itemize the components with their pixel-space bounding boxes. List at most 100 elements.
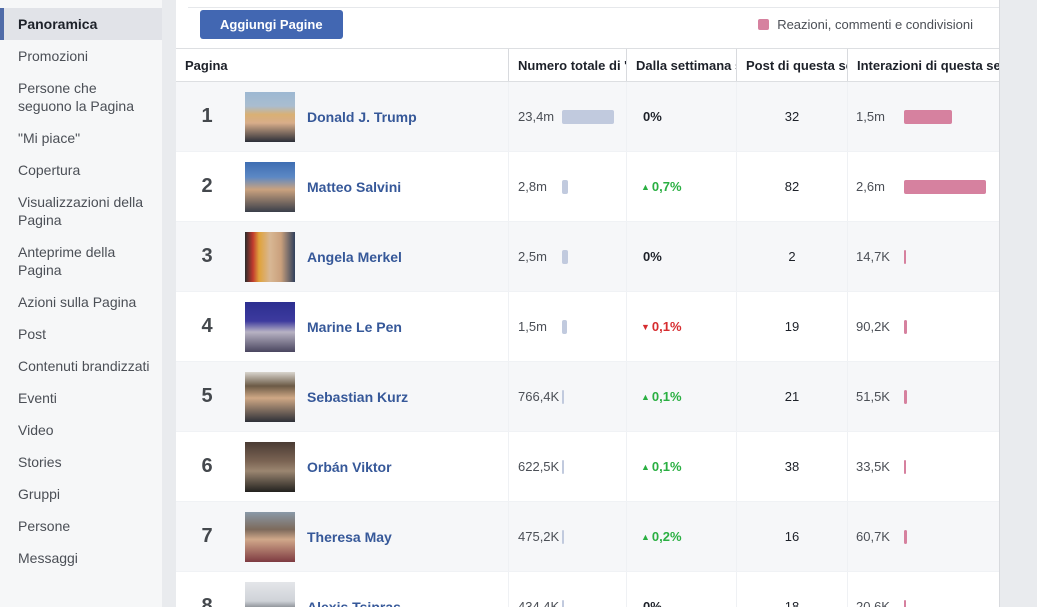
page-avatar[interactable] — [245, 161, 295, 212]
table-row: 8 Alexis Tsipras 434,4K 0% 18 20,6K — [176, 572, 999, 607]
interactions-bar — [904, 249, 906, 264]
change-percent: ▲ 0,2% — [641, 529, 682, 544]
likes-value: 475,2K — [518, 529, 560, 544]
interactions-value: 2,6m — [856, 179, 885, 194]
posts-cell: 18 — [736, 572, 847, 607]
change-percent: ▲ 0,1% — [641, 389, 682, 404]
likes-value: 622,5K — [518, 459, 560, 474]
sidebar-item-azioni-sulla-pagina[interactable]: Azioni sulla Pagina — [0, 286, 162, 318]
page-name-link[interactable]: Theresa May — [307, 528, 392, 545]
sidebar-item-panoramica[interactable]: Panoramica — [0, 8, 162, 40]
page-avatar[interactable] — [245, 91, 295, 142]
page-cell: 3 Angela Merkel — [176, 222, 508, 291]
weekly-change-cell: 0% — [626, 82, 736, 151]
sidebar-item-gruppi[interactable]: Gruppi — [0, 478, 162, 510]
page-avatar[interactable] — [245, 231, 295, 282]
rank-number: 5 — [201, 385, 213, 407]
likes-value: 1,5m — [518, 319, 547, 334]
sidebar-item-label: Video — [18, 422, 54, 438]
page-name-link[interactable]: Angela Merkel — [307, 248, 402, 265]
page-cell: 7 Theresa May — [176, 502, 508, 571]
page-avatar[interactable] — [245, 511, 295, 562]
page-avatar[interactable] — [245, 441, 295, 492]
total-likes-cell: 766,4K — [508, 362, 626, 431]
trend-arrow-icon: ▼ — [641, 322, 650, 332]
interactions-value: 51,5K — [856, 389, 890, 404]
posts-cell: 19 — [736, 292, 847, 361]
legend-label: Reazioni, commenti e condivisioni — [777, 16, 973, 32]
posts-count: 16 — [784, 529, 800, 544]
weekly-change-cell: ▼ 0,1% — [626, 292, 736, 361]
change-percent: ▲ 0,7% — [641, 179, 682, 194]
change-percent: ▼ 0,1% — [641, 319, 682, 334]
interactions-cell: 2,6m — [847, 152, 999, 221]
page-cell: 4 Marine Le Pen — [176, 292, 508, 361]
sidebar-item-post[interactable]: Post — [0, 318, 162, 350]
sidebar-item-label: Contenuti brandizzati — [18, 358, 150, 374]
sidebar-item-anteprime-della-pagina[interactable]: Anteprime della Pagina — [0, 236, 162, 286]
sidebar-item-visualizzazioni-della-pagina[interactable]: Visualizzazioni della Pagina — [0, 186, 162, 236]
posts-cell: 38 — [736, 432, 847, 501]
rank-number: 3 — [201, 245, 213, 267]
posts-count: 38 — [784, 459, 800, 474]
legend-reactions: Reazioni, commenti e condivisioni — [758, 17, 973, 32]
weekly-change-cell: 0% — [626, 222, 736, 291]
table-row: 2 Matteo Salvini 2,8m ▲ 0,7% 82 2,6m — [176, 152, 999, 222]
page-name-link[interactable]: Donald J. Trump — [307, 108, 417, 125]
pages-to-watch-toolbar: Aggiungi Pagine Reazioni, commenti e con… — [176, 0, 999, 48]
page-avatar[interactable] — [245, 301, 295, 352]
total-likes-cell: 475,2K — [508, 502, 626, 571]
interactions-cell: 51,5K — [847, 362, 999, 431]
posts-cell: 2 — [736, 222, 847, 291]
rank-number: 4 — [201, 315, 213, 337]
legend-color-swatch — [758, 18, 770, 30]
sidebar-item-persone-che-seguono-la-pagina[interactable]: Persone che seguono la Pagina — [0, 72, 162, 122]
page-name-link[interactable]: Alexis Tsipras — [307, 598, 401, 607]
sidebar-item-stories[interactable]: Stories — [0, 446, 162, 478]
add-pages-button[interactable]: Aggiungi Pagine — [200, 9, 343, 39]
posts-cell: 32 — [736, 82, 847, 151]
sidebar-item-promozioni[interactable]: Promozioni — [0, 40, 162, 72]
page-cell: 6 Orbán Viktor — [176, 432, 508, 501]
rank-number: 1 — [201, 105, 213, 127]
sidebar-item-eventi[interactable]: Eventi — [0, 382, 162, 414]
total-likes-cell: 622,5K — [508, 432, 626, 501]
page-cell: 1 Donald J. Trump — [176, 82, 508, 151]
sidebar-item-label: Panoramica — [18, 16, 98, 32]
change-percent: ▲ 0,1% — [641, 459, 682, 474]
total-likes-cell: 2,8m — [508, 152, 626, 221]
trend-arrow-icon: ▲ — [641, 532, 650, 542]
table-row: 7 Theresa May 475,2K ▲ 0,2% 16 60,7K — [176, 502, 999, 572]
posts-count: 19 — [784, 319, 800, 334]
sidebar-item-copertura[interactable]: Copertura — [0, 154, 162, 186]
page-name-link[interactable]: Orbán Viktor — [307, 458, 392, 475]
likes-value: 2,8m — [518, 179, 547, 194]
sidebar-item-label: Eventi — [18, 390, 57, 406]
page-name-link[interactable]: Marine Le Pen — [307, 318, 402, 335]
sidebar-item-contenuti-brandizzati[interactable]: Contenuti brandizzati — [0, 350, 162, 382]
column-header-page: Pagina — [185, 57, 228, 73]
likes-value: 2,5m — [518, 249, 547, 264]
posts-cell: 82 — [736, 152, 847, 221]
page-name-link[interactable]: Matteo Salvini — [307, 178, 402, 195]
page-avatar[interactable] — [245, 371, 295, 422]
interactions-bar — [904, 109, 952, 124]
sidebar-item-video[interactable]: Video — [0, 414, 162, 446]
page-name-link[interactable]: Sebastian Kurz — [307, 388, 409, 405]
posts-count: 21 — [784, 389, 800, 404]
top-divider — [188, 7, 999, 8]
likes-bar — [562, 529, 564, 544]
posts-cell: 21 — [736, 362, 847, 431]
column-header-interactions: Interazioni di questa set — [847, 49, 999, 81]
page-cell: 5 Sebastian Kurz — [176, 362, 508, 431]
total-likes-cell: 23,4m — [508, 82, 626, 151]
sidebar-item-messaggi[interactable]: Messaggi — [0, 542, 162, 574]
interactions-cell: 14,7K — [847, 222, 999, 291]
interactions-bar — [904, 319, 907, 334]
likes-bar — [562, 319, 567, 334]
column-header-total-likes: Numero totale di ' — [508, 49, 626, 81]
table-row: 3 Angela Merkel 2,5m 0% 2 14,7K — [176, 222, 999, 292]
sidebar-item-mi-piace[interactable]: "Mi piace" — [0, 122, 162, 154]
sidebar-item-persone[interactable]: Persone — [0, 510, 162, 542]
page-avatar[interactable] — [245, 581, 295, 607]
